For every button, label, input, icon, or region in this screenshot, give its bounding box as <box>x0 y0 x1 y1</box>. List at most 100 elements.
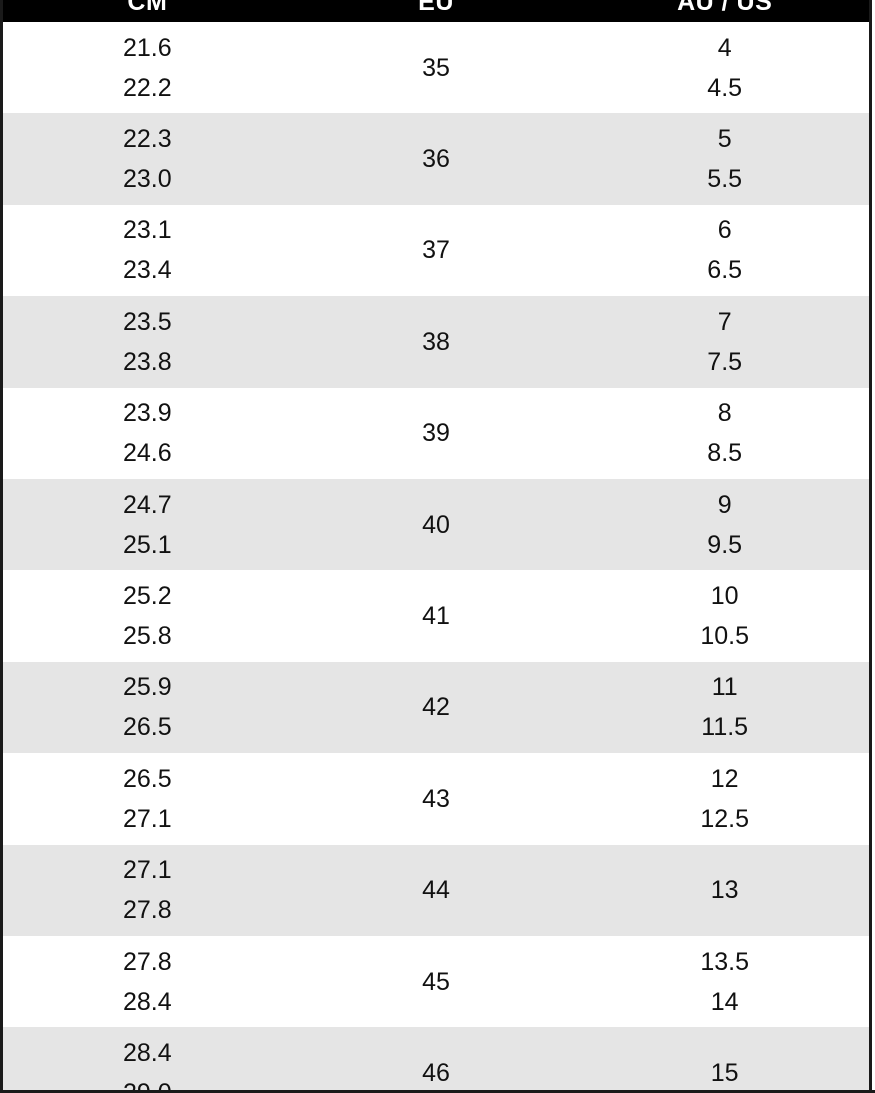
au-us-cell: 13.5 14 <box>580 936 869 1027</box>
cell-value: 43 <box>422 784 450 813</box>
cm-cell: 27.8 28.4 <box>3 936 292 1027</box>
cell-value: 14 <box>710 987 739 1016</box>
cell-value: 7 <box>717 307 732 336</box>
cell-value: 26.5 <box>123 764 172 793</box>
header-label-eu: EU <box>418 0 454 16</box>
cm-cell: 21.6 22.2 <box>3 22 292 113</box>
table-row: 23.1 23.4 37 6 6.5 <box>3 204 869 297</box>
cell-value: 41 <box>422 602 450 631</box>
au-us-cell: 8 8.5 <box>580 388 869 479</box>
cell-value: 9.5 <box>707 530 743 559</box>
cm-cell: 23.1 23.4 <box>3 205 292 296</box>
cell-value: 37 <box>422 236 450 265</box>
cell-value: 28.4 <box>123 1038 172 1067</box>
cell-value: 9 <box>717 490 732 519</box>
cell-value: 46 <box>422 1058 450 1087</box>
au-us-cell: 13 <box>580 845 869 936</box>
cell-value: 7.5 <box>707 347 743 376</box>
au-us-cell: 5 5.5 <box>580 113 869 204</box>
cell-value: 10 <box>710 582 739 611</box>
table-row: 22.3 23.0 36 5 5.5 <box>3 113 869 205</box>
table-row: 26.5 27.1 43 12 12.5 <box>3 753 869 845</box>
bottom-border <box>0 1090 875 1093</box>
eu-cell: 38 <box>292 296 581 387</box>
cell-value: 13.5 <box>700 947 750 976</box>
cell-value: 15 <box>710 1058 739 1087</box>
au-us-cell: 4 4.5 <box>580 22 869 113</box>
eu-cell: 39 <box>292 388 581 479</box>
cell-value: 44 <box>422 876 450 905</box>
cell-value: 10.5 <box>700 622 750 651</box>
cm-cell: 25.2 25.8 <box>3 570 292 661</box>
cell-value: 21.6 <box>123 33 172 62</box>
cell-value: 6 <box>717 216 732 245</box>
table-row: 23.9 24.6 39 8 8.5 <box>3 387 869 479</box>
cell-value: 23.0 <box>123 165 172 194</box>
header-cell-eu: EU <box>292 0 581 22</box>
cell-value: 28.4 <box>123 987 172 1016</box>
cell-value: 27.1 <box>123 856 172 885</box>
eu-cell: 46 <box>292 1027 581 1093</box>
cell-value: 35 <box>422 53 450 82</box>
au-us-cell: 10 10.5 <box>580 570 869 661</box>
cell-value: 38 <box>422 327 450 356</box>
cell-value: 25.8 <box>123 622 172 651</box>
cm-cell: 22.3 23.0 <box>3 113 292 204</box>
au-us-cell: 11 11.5 <box>580 662 869 753</box>
cell-value: 40 <box>422 510 450 539</box>
cell-value: 24.7 <box>123 490 172 519</box>
header-label-cm: CM <box>127 0 168 16</box>
cell-value: 6.5 <box>707 256 743 285</box>
table-row: 21.6 22.2 35 4 4.5 <box>3 22 869 114</box>
table-row: 23.5 23.8 38 7 7.5 <box>3 296 869 388</box>
cm-cell: 23.5 23.8 <box>3 296 292 387</box>
cell-value: 8.5 <box>707 439 743 468</box>
au-us-cell: 7 7.5 <box>580 296 869 387</box>
cell-value: 39 <box>422 419 450 448</box>
cell-value: 23.1 <box>123 216 172 245</box>
eu-cell: 40 <box>292 479 581 570</box>
cm-cell: 26.5 27.1 <box>3 753 292 844</box>
eu-cell: 35 <box>292 22 581 113</box>
cell-value: 22.3 <box>123 125 172 154</box>
table-row: 27.8 28.4 45 13.5 14 <box>3 935 869 1028</box>
table-body: 21.6 22.2 35 4 4.5 22.3 23.0 36 5 5.5 23.1 23… <box>3 22 869 1093</box>
eu-cell: 45 <box>292 936 581 1027</box>
cm-cell: 23.9 24.6 <box>3 388 292 479</box>
cell-value: 25.1 <box>123 530 172 559</box>
au-us-cell: 9 9.5 <box>580 479 869 570</box>
cell-value: 13 <box>710 876 739 905</box>
eu-cell: 36 <box>292 113 581 204</box>
cell-value: 22.2 <box>123 73 172 102</box>
table-row: 25.9 26.5 42 11 11.5 <box>3 661 869 754</box>
cell-value: 27.8 <box>123 896 172 925</box>
cell-value: 36 <box>422 145 450 174</box>
eu-cell: 43 <box>292 753 581 844</box>
cm-cell: 24.7 25.1 <box>3 479 292 570</box>
cell-value: 12 <box>710 764 739 793</box>
eu-cell: 42 <box>292 662 581 753</box>
cell-value: 5 <box>717 125 732 154</box>
cell-value: 8 <box>717 399 732 428</box>
cm-cell: 28.4 29.0 <box>3 1027 292 1093</box>
cell-value: 26.5 <box>123 713 172 742</box>
cell-value: 23.9 <box>123 399 172 428</box>
cell-value: 5.5 <box>707 165 743 194</box>
cell-value: 12.5 <box>700 804 750 833</box>
cell-value: 4 <box>717 33 732 62</box>
cell-value: 42 <box>422 693 450 722</box>
cell-value: 27.1 <box>123 804 172 833</box>
cell-value: 45 <box>422 967 450 996</box>
cell-value: 11.5 <box>701 713 749 742</box>
cm-cell: 27.1 27.8 <box>3 845 292 936</box>
cell-value: 24.6 <box>123 439 172 468</box>
cell-value: 11 <box>711 673 738 702</box>
table-row: 24.7 25.1 40 9 9.5 <box>3 478 869 571</box>
header-label-au-us: AU / US <box>677 0 773 16</box>
table-header-row: CM EU AU / US <box>3 0 869 22</box>
cell-value: 25.9 <box>123 673 172 702</box>
table-row: 27.1 27.8 44 13 <box>3 844 869 936</box>
cell-value: 4.5 <box>707 73 743 102</box>
cell-value: 29.0 <box>123 1078 172 1093</box>
